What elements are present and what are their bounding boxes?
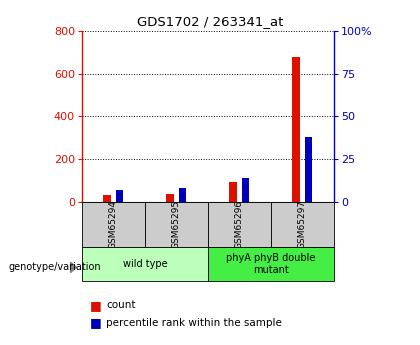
Bar bbox=[166, 194, 174, 202]
Text: ■: ■ bbox=[90, 299, 102, 312]
Text: GSM65296: GSM65296 bbox=[235, 200, 244, 249]
Bar bbox=[116, 190, 123, 202]
Text: percentile rank within the sample: percentile rank within the sample bbox=[106, 318, 282, 327]
Bar bbox=[208, 247, 334, 281]
Bar bbox=[82, 202, 145, 247]
Text: wild type: wild type bbox=[123, 259, 167, 269]
Bar bbox=[179, 188, 186, 202]
Text: GSM65295: GSM65295 bbox=[172, 200, 181, 249]
Text: GDS1702 / 263341_at: GDS1702 / 263341_at bbox=[137, 16, 283, 29]
Bar bbox=[103, 195, 111, 202]
Polygon shape bbox=[71, 262, 76, 273]
Bar bbox=[82, 247, 208, 281]
Text: phyA phyB double
mutant: phyA phyB double mutant bbox=[226, 253, 315, 275]
Bar bbox=[292, 57, 300, 202]
Bar bbox=[229, 181, 237, 202]
Text: genotype/variation: genotype/variation bbox=[8, 263, 101, 272]
Bar bbox=[242, 178, 249, 202]
Bar bbox=[305, 137, 312, 202]
Bar bbox=[208, 202, 271, 247]
Text: GSM65297: GSM65297 bbox=[298, 200, 307, 249]
Bar bbox=[271, 202, 334, 247]
Bar bbox=[145, 202, 208, 247]
Text: count: count bbox=[106, 300, 136, 310]
Text: ■: ■ bbox=[90, 316, 102, 329]
Text: GSM65294: GSM65294 bbox=[109, 200, 118, 249]
